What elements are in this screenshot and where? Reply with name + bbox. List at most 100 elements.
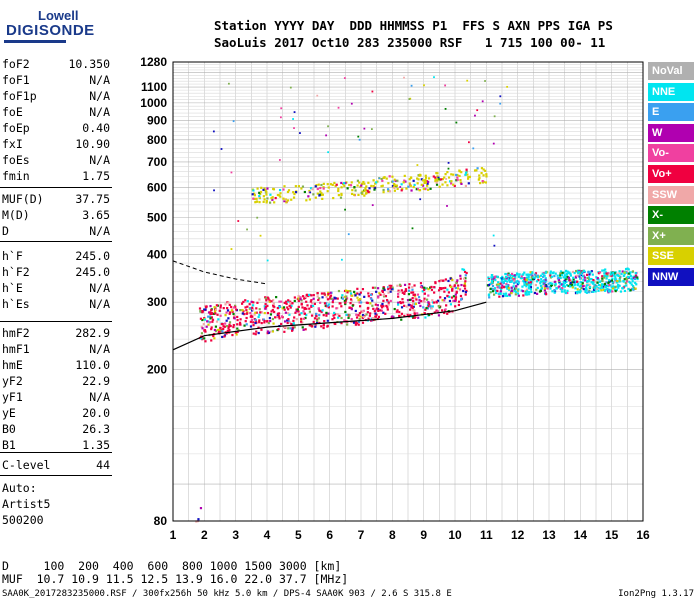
y-tick-label: 900 — [147, 113, 167, 127]
echo-point — [556, 286, 560, 289]
echo-point — [377, 315, 380, 318]
echo-point — [523, 283, 526, 287]
echo-point — [325, 295, 328, 299]
echo-point — [269, 193, 272, 196]
echo-point — [613, 274, 616, 277]
echo-point — [254, 201, 257, 204]
echo-point — [385, 177, 388, 180]
echo-point — [397, 301, 400, 304]
echo-point — [608, 283, 611, 287]
echo-point — [239, 309, 242, 312]
echo-point — [525, 273, 528, 276]
echo-point — [447, 167, 450, 170]
echo-point — [358, 138, 361, 141]
echo-point — [499, 95, 502, 98]
param-row-hf2: h`F2 245.0 — [2, 265, 110, 281]
echo-point — [517, 280, 520, 283]
echo-point — [609, 273, 612, 276]
echo-point — [579, 281, 582, 284]
echo-point — [584, 279, 587, 282]
echo-point — [512, 275, 515, 278]
echo-point — [514, 276, 517, 279]
echo-point — [391, 286, 394, 289]
echo-point — [363, 189, 366, 192]
echo-point — [528, 293, 531, 296]
echo-point — [313, 302, 316, 305]
echo-point — [363, 194, 366, 197]
echo-point — [282, 197, 285, 200]
echo-point — [301, 306, 304, 309]
echo-point — [582, 278, 585, 281]
echo-point — [390, 284, 393, 287]
echo-point — [411, 286, 414, 289]
echo-point — [417, 187, 419, 190]
echo-point — [225, 332, 228, 335]
echo-point — [604, 271, 607, 274]
echo-point — [215, 320, 219, 323]
echo-point — [329, 294, 333, 297]
echo-point — [605, 277, 608, 280]
echo-point — [387, 288, 390, 291]
echo-point — [340, 322, 343, 325]
echo-point — [295, 310, 298, 313]
echo-point — [455, 121, 458, 124]
footer-distance-line: D 100 200 400 600 800 1000 1500 3000 [km… — [2, 559, 342, 573]
echo-point — [571, 281, 574, 284]
echo-point — [585, 291, 588, 294]
echo-point — [578, 291, 582, 294]
echo-point — [257, 331, 260, 335]
echo-point — [199, 309, 202, 313]
echo-point — [539, 280, 542, 283]
echo-point — [427, 180, 430, 184]
echo-point — [276, 307, 279, 310]
echo-point — [529, 281, 532, 284]
echo-point — [497, 281, 500, 284]
echo-point — [614, 278, 617, 281]
echo-point — [329, 291, 332, 294]
echo-point — [431, 305, 434, 308]
echo-point — [401, 298, 404, 301]
echo-point — [502, 292, 505, 295]
echo-point — [446, 288, 449, 291]
echo-point — [631, 287, 634, 290]
echo-point — [456, 279, 459, 282]
echo-point — [264, 307, 267, 310]
echo-point — [287, 299, 290, 302]
echo-point — [354, 309, 357, 313]
echo-point — [627, 272, 630, 275]
echo-point — [403, 292, 406, 296]
param-name: C-level — [2, 458, 51, 472]
echo-point — [493, 244, 496, 247]
echo-point — [304, 328, 307, 331]
echo-point — [253, 192, 256, 195]
echo-point — [207, 311, 211, 314]
echo-point — [326, 190, 329, 193]
echo-point — [584, 289, 587, 292]
echo-point — [448, 295, 451, 299]
echo-point — [258, 319, 261, 322]
echo-point — [325, 314, 328, 317]
echo-point — [509, 276, 512, 280]
echo-point — [209, 304, 212, 308]
echo-point — [463, 284, 466, 287]
echo-point — [607, 281, 610, 285]
echo-point — [453, 299, 456, 302]
echo-point — [358, 293, 361, 296]
echo-point — [571, 286, 574, 289]
echo-point — [412, 179, 415, 182]
echo-point — [327, 312, 330, 315]
echo-point — [343, 299, 346, 303]
echo-point — [563, 289, 566, 292]
echo-point — [344, 302, 347, 306]
echo-point — [271, 198, 274, 201]
echo-point — [252, 189, 255, 192]
echo-point — [490, 274, 493, 277]
echo-point — [299, 298, 302, 301]
echo-point — [621, 287, 624, 290]
echo-point — [609, 274, 612, 278]
echo-point — [523, 281, 526, 284]
echo-point — [234, 304, 237, 307]
echo-point — [408, 98, 411, 101]
echo-point — [521, 285, 524, 288]
echo-point — [267, 331, 271, 334]
